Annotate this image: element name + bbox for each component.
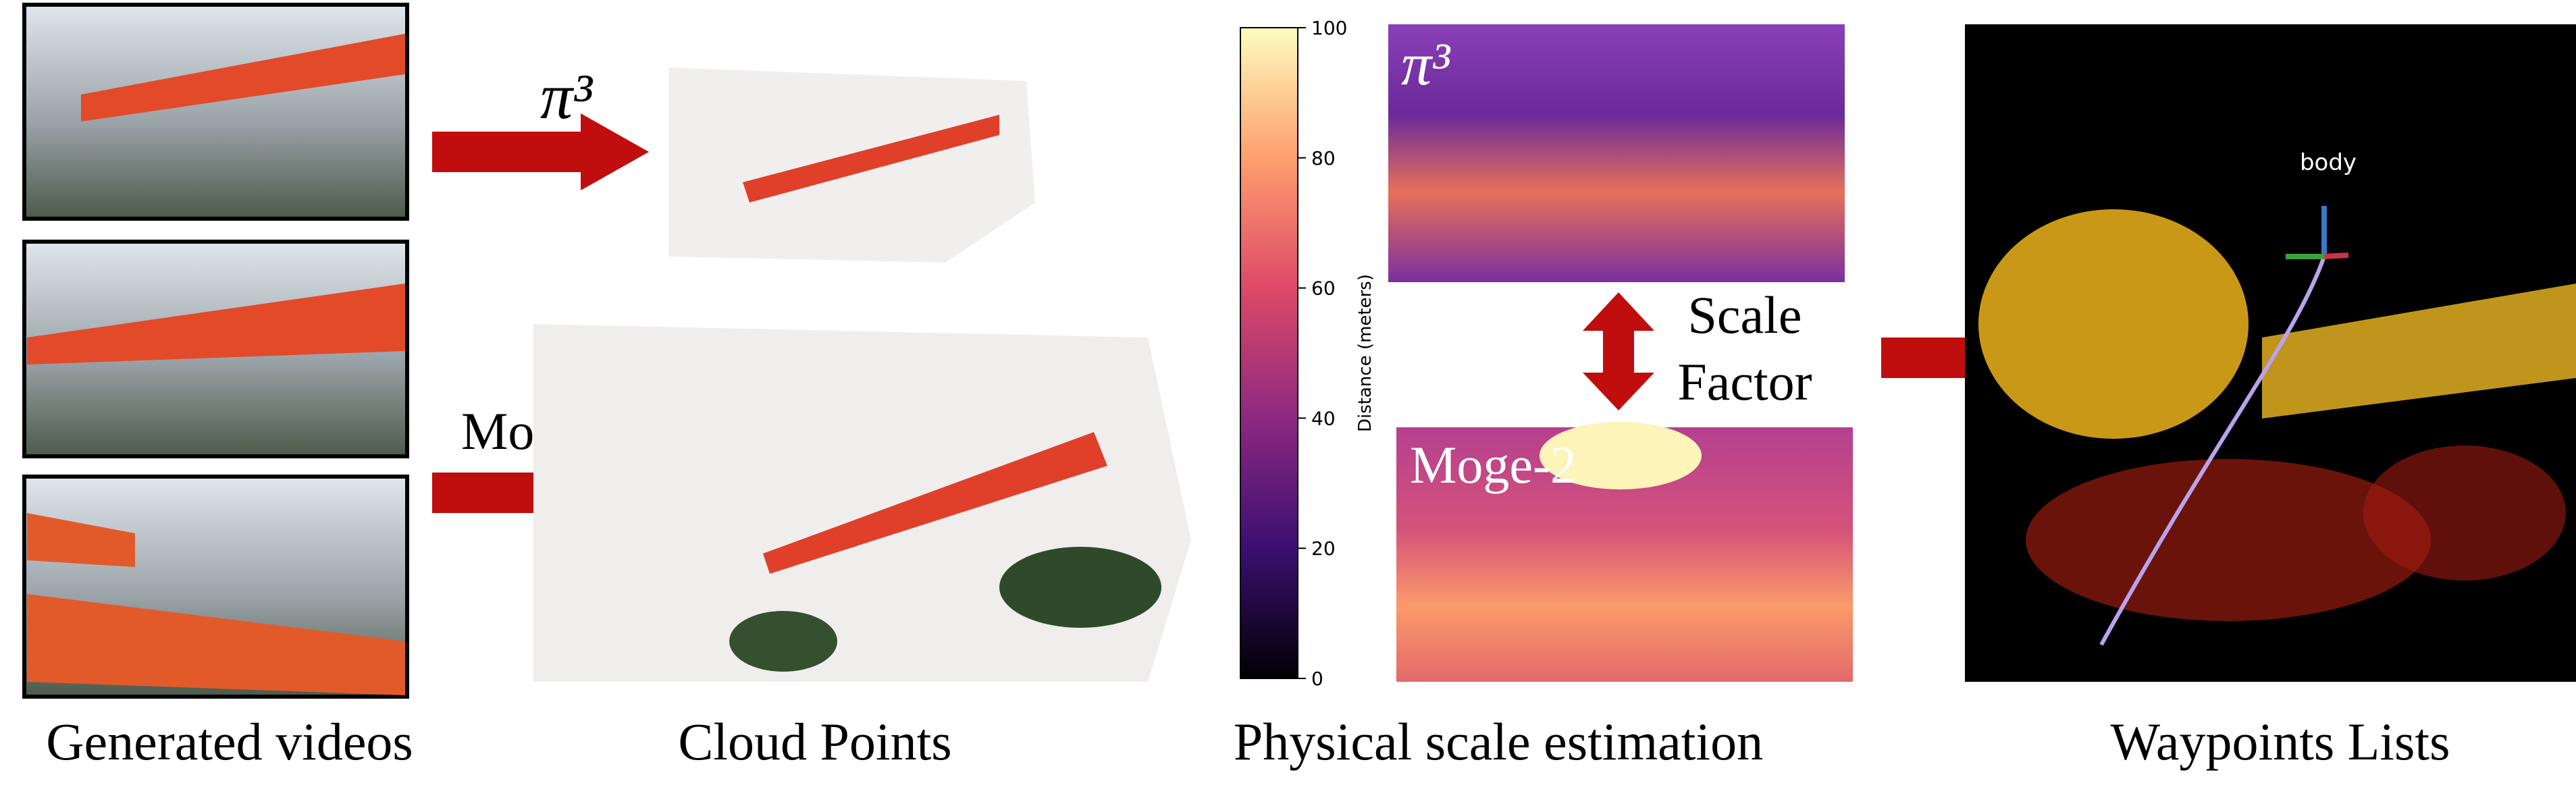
colorbar-label: Distance (meters): [1355, 274, 1375, 432]
colorbar-ticks: 0 20 40 60 80 100: [1298, 17, 1347, 690]
colorbar: [1240, 27, 1298, 679]
caption: Physical scale estimation: [1234, 712, 1763, 771]
caption: Cloud Points: [678, 712, 951, 771]
video-frames: [22, 3, 409, 699]
depth-region: [1540, 422, 1702, 489]
colorbar-tick-label: 80: [1311, 147, 1336, 169]
point-clouds: [533, 68, 1191, 682]
depth-map: [1388, 24, 1845, 282]
colorbar-tick-label: 40: [1311, 407, 1336, 429]
waypoints-panel: [1965, 24, 2576, 682]
colorbar-tick-label: 100: [1311, 17, 1347, 39]
depth-label: π³: [1401, 31, 1451, 98]
colorbar-tick-label: 60: [1311, 277, 1336, 300]
scale-factor: Factor: [1677, 352, 1812, 411]
depth-label: Moge-2: [1410, 435, 1577, 494]
scale-factor: Scale: [1688, 286, 1802, 344]
caption: Generated videos: [46, 712, 413, 771]
colorbar-tick-label: 20: [1311, 537, 1336, 560]
colorbar-tick-label: 0: [1311, 668, 1323, 690]
frame-label: body: [2300, 149, 2357, 176]
arrow-label: π³: [540, 60, 593, 132]
caption: Waypoints Lists: [2111, 712, 2450, 771]
